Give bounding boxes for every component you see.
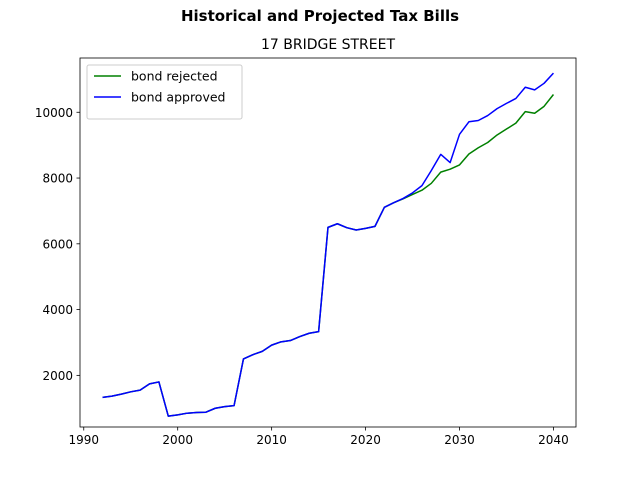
- legend-box: [86, 64, 243, 120]
- y-tick-label: 4000: [42, 303, 73, 317]
- legend-label-1: bond rejected: [131, 69, 218, 84]
- series-line-2: [102, 72, 555, 417]
- x-tick-label: 1990: [68, 433, 99, 447]
- axes: 1990 2000 2010 2020 2030 2040 2000 4000 6000 8000…: [35, 57, 577, 447]
- chart-subtitle: 17 BRIDGE STREET: [261, 37, 396, 53]
- y-tick-label: 2000: [42, 369, 73, 383]
- chart-title: Historical and Projected Tax Bills: [181, 7, 459, 25]
- legend-label-2: bond approved: [131, 90, 225, 105]
- x-tick-label: 2030: [444, 433, 475, 447]
- y-tick-label: 10000: [35, 106, 73, 120]
- x-tick-label: 2040: [538, 433, 569, 447]
- x-tick-label: 2000: [162, 433, 193, 447]
- series-line-1: [102, 94, 555, 417]
- x-tick-label: 2010: [256, 433, 287, 447]
- legend: bond rejected bond approved: [86, 64, 243, 120]
- x-tick-label: 2020: [350, 433, 381, 447]
- plot-frame: [79, 57, 577, 428]
- series-layer: [102, 72, 555, 417]
- y-tick-label: 8000: [42, 172, 73, 186]
- y-tick-label: 6000: [42, 237, 73, 251]
